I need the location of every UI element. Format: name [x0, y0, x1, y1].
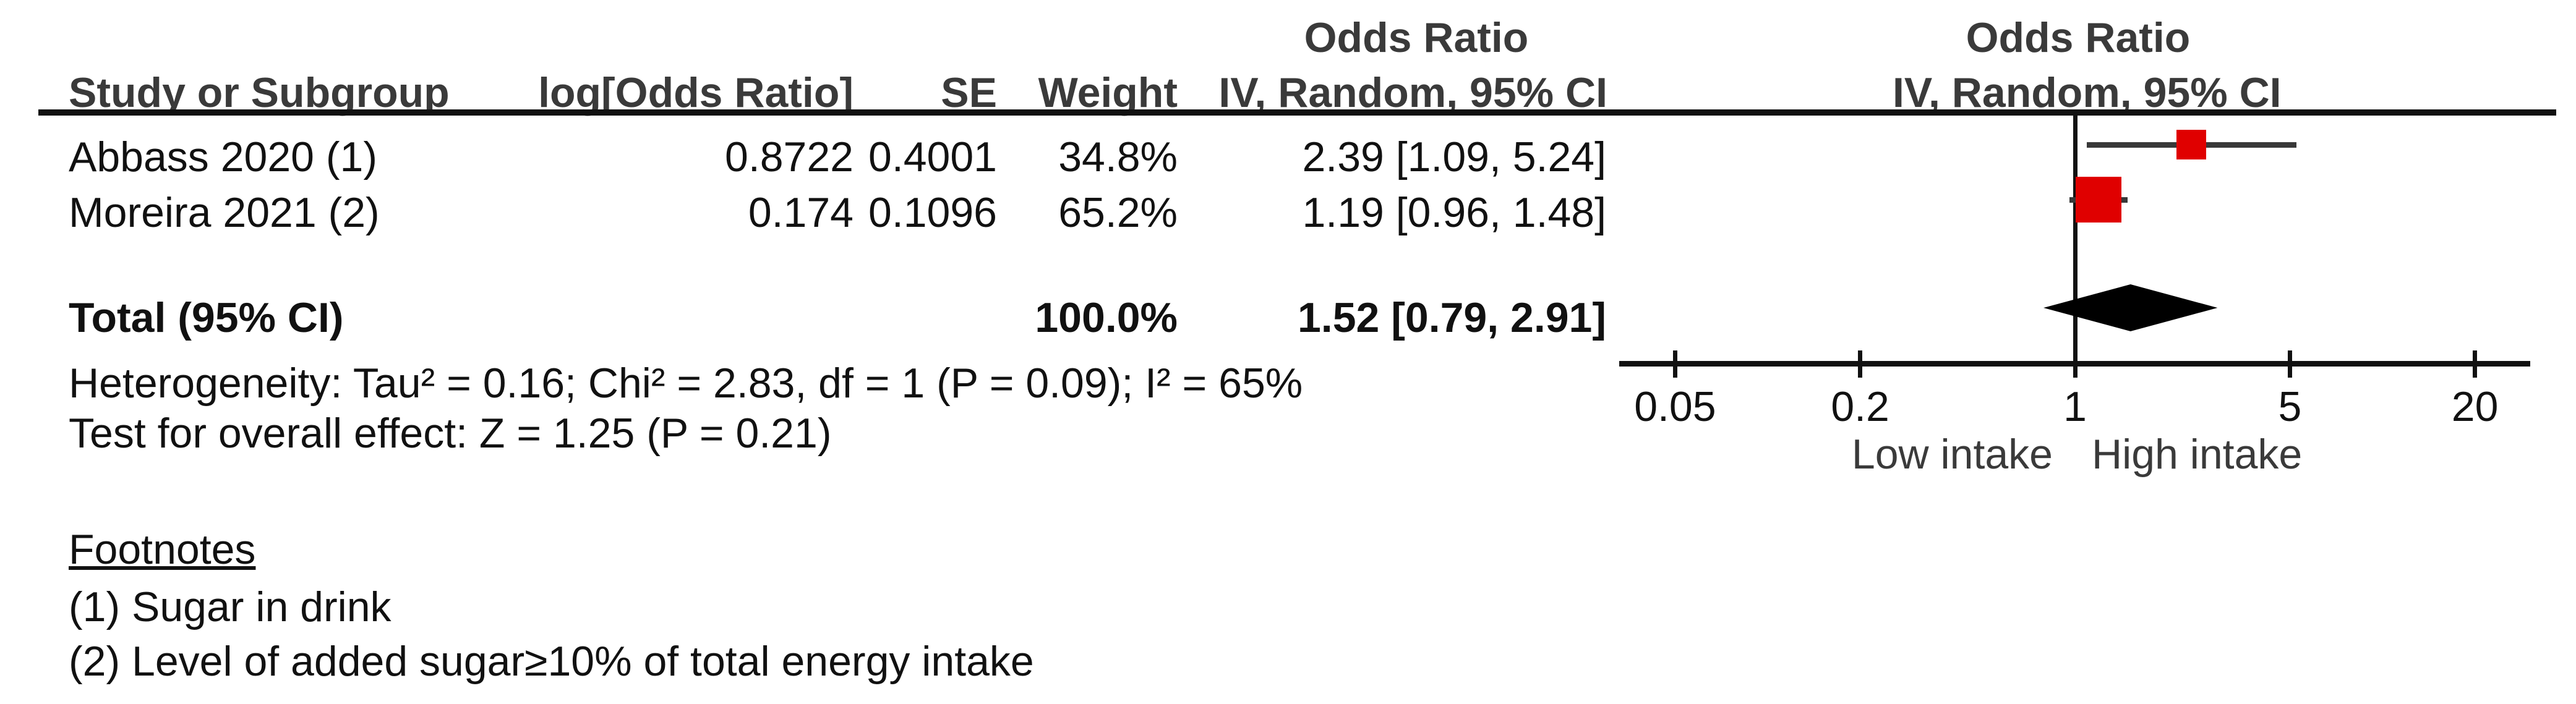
- study-log-or: 0.174: [748, 189, 854, 236]
- study-weight: 34.8%: [1058, 134, 1178, 180]
- axis-tick: [2287, 350, 2292, 378]
- total-ci-text: 1.52 [0.79, 2.91]: [1297, 294, 1606, 341]
- axis-tick-label: 20: [2451, 383, 2499, 430]
- effect-square: [2075, 177, 2121, 223]
- pooled-diamond-shape: [2043, 284, 2218, 331]
- study-weight: 65.2%: [1058, 189, 1178, 236]
- study-ci-text: 1.19 [0.96, 1.48]: [1302, 189, 1606, 236]
- footnotes-title-text: Footnotes: [69, 526, 256, 573]
- pooled-diamond: [2043, 284, 2218, 331]
- axis-tick-label: 0.2: [1831, 383, 1889, 430]
- study-name: Abbass 2020 (1): [69, 134, 377, 180]
- total-weight: 100.0%: [1035, 294, 1178, 341]
- study-log-or: 0.8722: [725, 134, 854, 180]
- footnote-item: (2) Level of added sugar≥10% of total en…: [69, 638, 1034, 685]
- column-header-log-odds-ratio: log[Odds Ratio]: [538, 69, 854, 116]
- axis-right-label: High intake: [2092, 431, 2303, 478]
- total-label: Total (95% CI): [69, 294, 344, 341]
- table-effect-measure-header: Odds Ratio: [1304, 14, 1529, 61]
- graph-method-header: IV, Random, 95% CI: [1893, 69, 2282, 116]
- footnote-item: (1) Sugar in drink: [69, 583, 392, 630]
- axis-tick-label: 5: [2278, 383, 2302, 430]
- header-rule: [38, 109, 2556, 116]
- axis-left-label: Low intake: [1851, 431, 2053, 478]
- axis-tick-label: 0.05: [1634, 383, 1716, 430]
- column-header-study: Study or Subgroup: [69, 69, 450, 116]
- study-se: 0.1096: [868, 189, 997, 236]
- footnotes-title: Footnotes: [69, 525, 255, 574]
- column-header-weight: Weight: [1038, 69, 1178, 116]
- column-header-se: SE: [941, 69, 997, 116]
- overall-effect-text: Test for overall effect: Z = 1.25 (P = 0…: [69, 410, 832, 457]
- graph-effect-measure-header: Odds Ratio: [1966, 14, 2191, 61]
- axis-tick: [2473, 350, 2478, 378]
- no-effect-line: [2073, 116, 2077, 361]
- study-name: Moreira 2021 (2): [69, 189, 380, 236]
- axis-tick: [1672, 350, 1677, 378]
- axis-tick: [1858, 350, 1863, 378]
- axis-tick-label: 1: [2063, 383, 2087, 430]
- heterogeneity-text: Heterogeneity: Tau² = 0.16; Chi² = 2.83,…: [69, 360, 1303, 407]
- axis-tick: [2073, 350, 2077, 378]
- effect-square: [2176, 130, 2207, 159]
- column-header-ci: IV, Random, 95% CI: [1218, 69, 1607, 116]
- study-se: 0.4001: [868, 134, 997, 180]
- study-ci-text: 2.39 [1.09, 5.24]: [1302, 134, 1606, 180]
